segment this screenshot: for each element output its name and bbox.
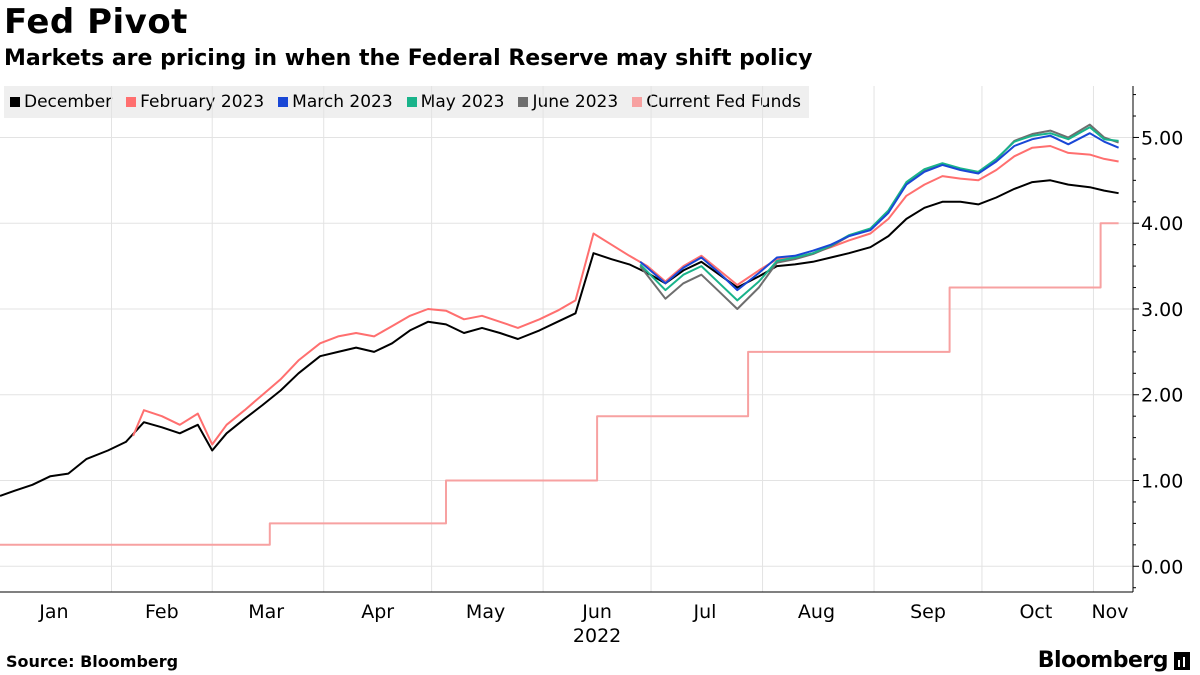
y-tick-label: 2.00 xyxy=(1141,385,1183,407)
legend-swatch xyxy=(632,97,643,107)
brand-chart-icon xyxy=(1174,651,1190,670)
x-tick-label: Jan xyxy=(38,601,68,623)
series-line-march-2023 xyxy=(639,132,1119,292)
legend-label: June 2023 xyxy=(532,92,619,112)
legend-item: March 2023 xyxy=(278,92,393,112)
brand-name: Bloomberg xyxy=(1037,648,1169,673)
x-tick-label: Apr xyxy=(361,601,394,623)
legend-item: May 2023 xyxy=(406,92,505,112)
x-tick-label: Jul xyxy=(693,601,717,623)
legend-label: May 2023 xyxy=(420,92,505,112)
x-tick-label: Oct xyxy=(1019,601,1052,623)
y-tick-label: 5.00 xyxy=(1141,127,1183,149)
legend-swatch xyxy=(518,97,529,107)
brand-logo: Bloomberg xyxy=(1038,648,1190,673)
legend-swatch xyxy=(278,97,289,107)
x-tick-label: May xyxy=(466,601,505,623)
chart-title: Fed Pivot xyxy=(4,2,188,42)
y-tick-label: 0.00 xyxy=(1141,556,1183,578)
legend-label: March 2023 xyxy=(292,92,393,112)
x-tick-label: Sep xyxy=(910,601,946,623)
x-year-label: 2022 xyxy=(573,625,621,647)
legend-item: June 2023 xyxy=(518,92,618,112)
y-tick-label: 4.00 xyxy=(1141,213,1183,235)
x-tick-label: Mar xyxy=(248,601,284,623)
series-line-may-2023 xyxy=(639,126,1119,302)
source-note: Source: Bloomberg xyxy=(6,652,179,671)
series-line-current-fed-funds xyxy=(0,222,1119,546)
x-tick-label: Jun xyxy=(581,601,612,623)
y-tick-label: 1.00 xyxy=(1141,471,1183,493)
legend-swatch xyxy=(10,97,20,107)
legend-label: February 2023 xyxy=(140,92,265,112)
x-tick-label: Feb xyxy=(145,601,179,623)
legend-swatch xyxy=(406,97,417,107)
x-tick-label: Nov xyxy=(1091,601,1128,623)
legend: December February 2023 March 2023 May 2023 J… xyxy=(4,86,809,118)
legend-item: February 2023 xyxy=(126,92,264,112)
series-line-february-2023 xyxy=(132,145,1119,446)
series-line-december xyxy=(0,179,1119,497)
legend-item: December xyxy=(10,92,112,112)
chart-subtitle: Markets are pricing in when the Federal … xyxy=(4,46,813,71)
legend-swatch xyxy=(126,97,137,107)
y-tick-label: 3.00 xyxy=(1141,299,1183,321)
series-line-june-2023 xyxy=(639,123,1119,310)
x-tick-label: Aug xyxy=(798,601,835,623)
legend-label: December xyxy=(24,92,113,112)
